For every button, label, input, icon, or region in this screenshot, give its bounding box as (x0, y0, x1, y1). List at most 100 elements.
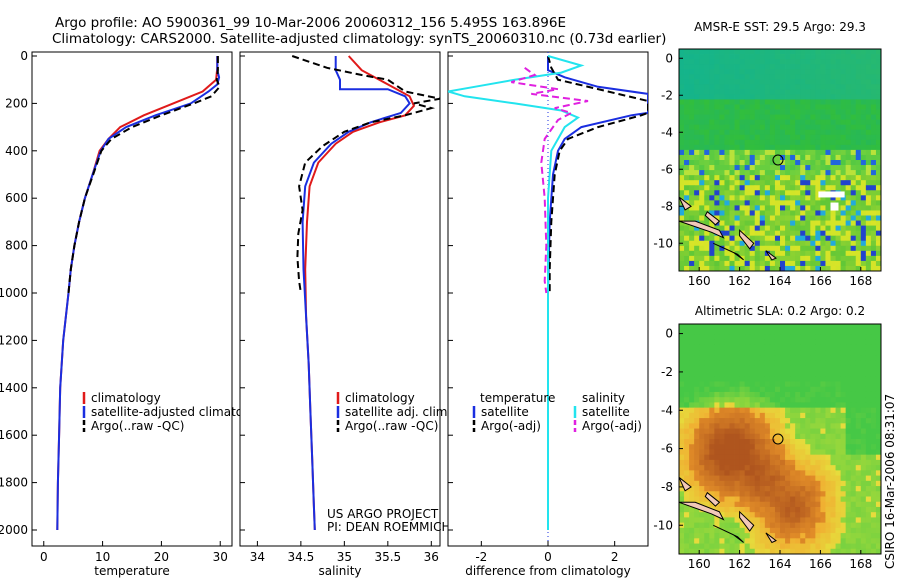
heatmap-cell (815, 365, 821, 372)
heatmap-cell (855, 433, 862, 440)
heatmap-cell (764, 139, 771, 146)
heatmap-cell (810, 439, 816, 445)
heatmap-cell (679, 160, 685, 166)
heatmap-cell (709, 79, 715, 85)
heatmap-cell (800, 334, 806, 341)
x-tick-label: 0 (40, 550, 48, 564)
heatmap-cell (744, 486, 751, 492)
heatmap-cell (840, 538, 847, 544)
heatmap-cell (759, 175, 766, 181)
heatmap-cell (729, 154, 735, 161)
heatmap-cell (810, 49, 816, 55)
heatmap-cell (830, 170, 836, 176)
heatmap-cell (875, 449, 882, 456)
heatmap-cell (845, 454, 852, 461)
heatmap-cell (749, 334, 756, 341)
heatmap-cell (714, 79, 720, 85)
heatmap-cell (729, 240, 735, 247)
heatmap-cell (744, 465, 751, 471)
heatmap-cell (815, 79, 821, 85)
heatmap-cell (774, 543, 781, 550)
heatmap-cell (870, 185, 877, 191)
heatmap-cell (739, 154, 746, 161)
heatmap-cell (830, 109, 836, 115)
heatmap-cell (739, 124, 746, 131)
heatmap-cell (694, 470, 700, 476)
heatmap-cell (719, 475, 725, 482)
heatmap-cell (840, 74, 847, 80)
heatmap-cell (699, 533, 705, 539)
heatmap-cell (835, 250, 841, 257)
heatmap-cell (800, 475, 806, 482)
island-shape (713, 242, 744, 261)
map-x-tick-label: 168 (849, 274, 872, 288)
heatmap-cell (754, 501, 761, 508)
heatmap-cell (749, 69, 756, 75)
heatmap-cell (699, 538, 705, 544)
heatmap-cell (795, 407, 801, 414)
heatmap-cell (855, 144, 862, 151)
heatmap-cell (835, 402, 841, 409)
heatmap-cell (704, 129, 710, 136)
heatmap-cell (845, 402, 852, 409)
heatmap-cell (714, 160, 720, 166)
heatmap-cell (704, 512, 710, 518)
heatmap-cell (684, 475, 690, 482)
heatmap-cell (724, 255, 730, 262)
heatmap-cell (774, 486, 781, 492)
heatmap-cell (754, 124, 761, 131)
heatmap-cell (870, 255, 877, 262)
heatmap-cell (810, 355, 816, 361)
heatmap-cell (875, 210, 882, 216)
heatmap-cell (875, 324, 882, 330)
heatmap-cell (734, 84, 740, 90)
heatmap-cell (800, 381, 806, 388)
heatmap-cell (709, 329, 715, 335)
heatmap-cell (815, 402, 821, 409)
heatmap-cell (845, 470, 852, 476)
heatmap-cell (800, 195, 806, 201)
heatmap-cell (769, 134, 776, 141)
heatmap-cell (815, 64, 821, 70)
heatmap-cell (734, 334, 740, 341)
difference-ticks: -2 0 2 (448, 55, 618, 564)
heatmap-cell (714, 170, 720, 176)
heatmap-cell (709, 124, 715, 131)
heatmap-cell (729, 334, 735, 341)
heatmap-cell (689, 99, 695, 105)
heatmap-cell (719, 459, 725, 466)
heatmap-cell (694, 350, 700, 356)
heatmap-cell (870, 376, 877, 382)
heatmap-cell (734, 185, 740, 191)
heatmap-cell (800, 418, 806, 424)
heatmap-cell (719, 324, 725, 330)
heatmap-cell (800, 104, 806, 110)
heatmap-cell (780, 104, 786, 110)
heatmap-cell (694, 439, 700, 445)
heatmap-cell (739, 220, 746, 226)
heatmap-cell (689, 548, 695, 555)
heatmap-cell (739, 402, 746, 409)
heatmap-cell (805, 543, 811, 550)
heatmap-cell (694, 449, 700, 456)
heatmap-cell (830, 99, 836, 105)
heatmap-cell (835, 119, 841, 126)
heatmap-cell (764, 109, 771, 115)
heatmap-cell (860, 465, 867, 471)
heatmap-cell (719, 391, 725, 398)
heatmap-cell (709, 245, 715, 252)
heatmap-cell (759, 210, 766, 216)
heatmap-cell (810, 134, 816, 141)
heatmap-cell (754, 69, 761, 75)
heatmap-cell (749, 74, 756, 80)
heatmap-cell (825, 114, 831, 121)
heatmap-cell (805, 475, 811, 482)
heatmap-cell (810, 225, 816, 232)
heatmap-cell (694, 265, 700, 272)
heatmap-cell (815, 230, 821, 237)
heatmap-cell (734, 250, 740, 257)
heatmap-cell (699, 365, 705, 372)
heatmap-cell (870, 444, 877, 450)
heatmap-cell (790, 245, 796, 252)
heatmap-cell (689, 230, 695, 237)
